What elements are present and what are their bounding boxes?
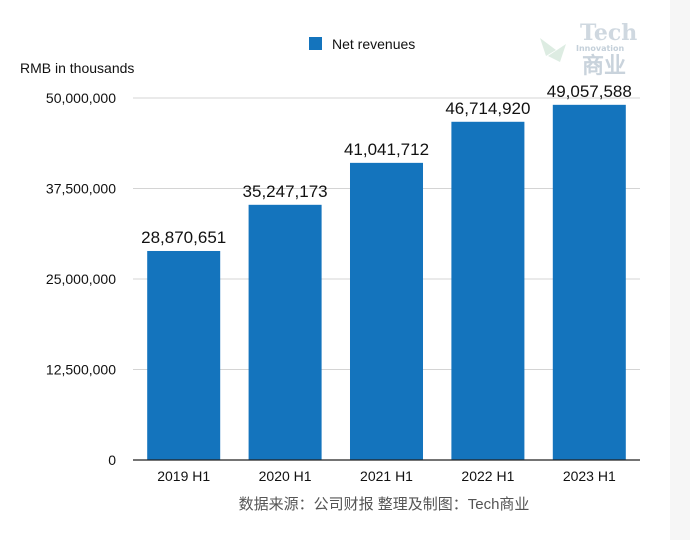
data-labels: 28,870,651 35,247,173 41,041,712 46,714,920…: [141, 82, 632, 247]
x-tick-label: 2020 H1: [259, 468, 312, 484]
y-tick-label: 0: [108, 452, 116, 468]
y-tick-label: 12,500,000: [46, 362, 116, 378]
data-label: 49,057,588: [547, 82, 632, 101]
bar: [451, 121, 525, 460]
bar: [349, 162, 424, 460]
legend-swatch: [309, 37, 322, 50]
source-note: 数据来源：公司财报 整理及制图：Tech商业: [239, 496, 530, 513]
y-tick-label: 50,000,000: [46, 90, 116, 106]
x-tick-label: 2019 H1: [157, 468, 210, 484]
bar: [147, 250, 221, 460]
x-tick-labels: 2019 H1 2020 H1 2021 H1 2022 H1 2023 H1: [157, 468, 616, 484]
legend-label: Net revenues: [332, 36, 415, 52]
y-tick-labels: 0 12,500,000 25,000,000 37,500,000 50,000,00…: [46, 90, 116, 468]
y-tick-label: 25,000,000: [46, 271, 116, 287]
bar: [248, 204, 322, 460]
bar: [552, 104, 626, 460]
data-label: 46,714,920: [445, 99, 530, 118]
data-label: 41,041,712: [344, 140, 429, 159]
leaf-arrow-icon: [540, 38, 566, 62]
chart-canvas: Tech Innovation 商业 Net revenues RMB in t…: [20, 20, 640, 513]
watermark-chinese: 商业: [582, 53, 626, 79]
watermark-subtitle: Innovation: [576, 44, 625, 53]
y-axis-label: RMB in thousands: [20, 60, 134, 76]
data-label: 35,247,173: [243, 182, 328, 201]
bar-chart: Tech Innovation 商业 Net revenues RMB in t…: [20, 20, 640, 513]
x-tick-label: 2022 H1: [461, 468, 514, 484]
legend: Net revenues: [309, 36, 415, 52]
data-label: 28,870,651: [141, 228, 226, 247]
x-tick-label: 2023 H1: [563, 468, 616, 484]
y-tick-label: 37,500,000: [46, 181, 116, 197]
bars: [147, 104, 626, 460]
x-tick-label: 2021 H1: [360, 468, 413, 484]
watermark-title: Tech: [580, 20, 637, 46]
watermark: Tech Innovation 商业: [540, 20, 637, 79]
